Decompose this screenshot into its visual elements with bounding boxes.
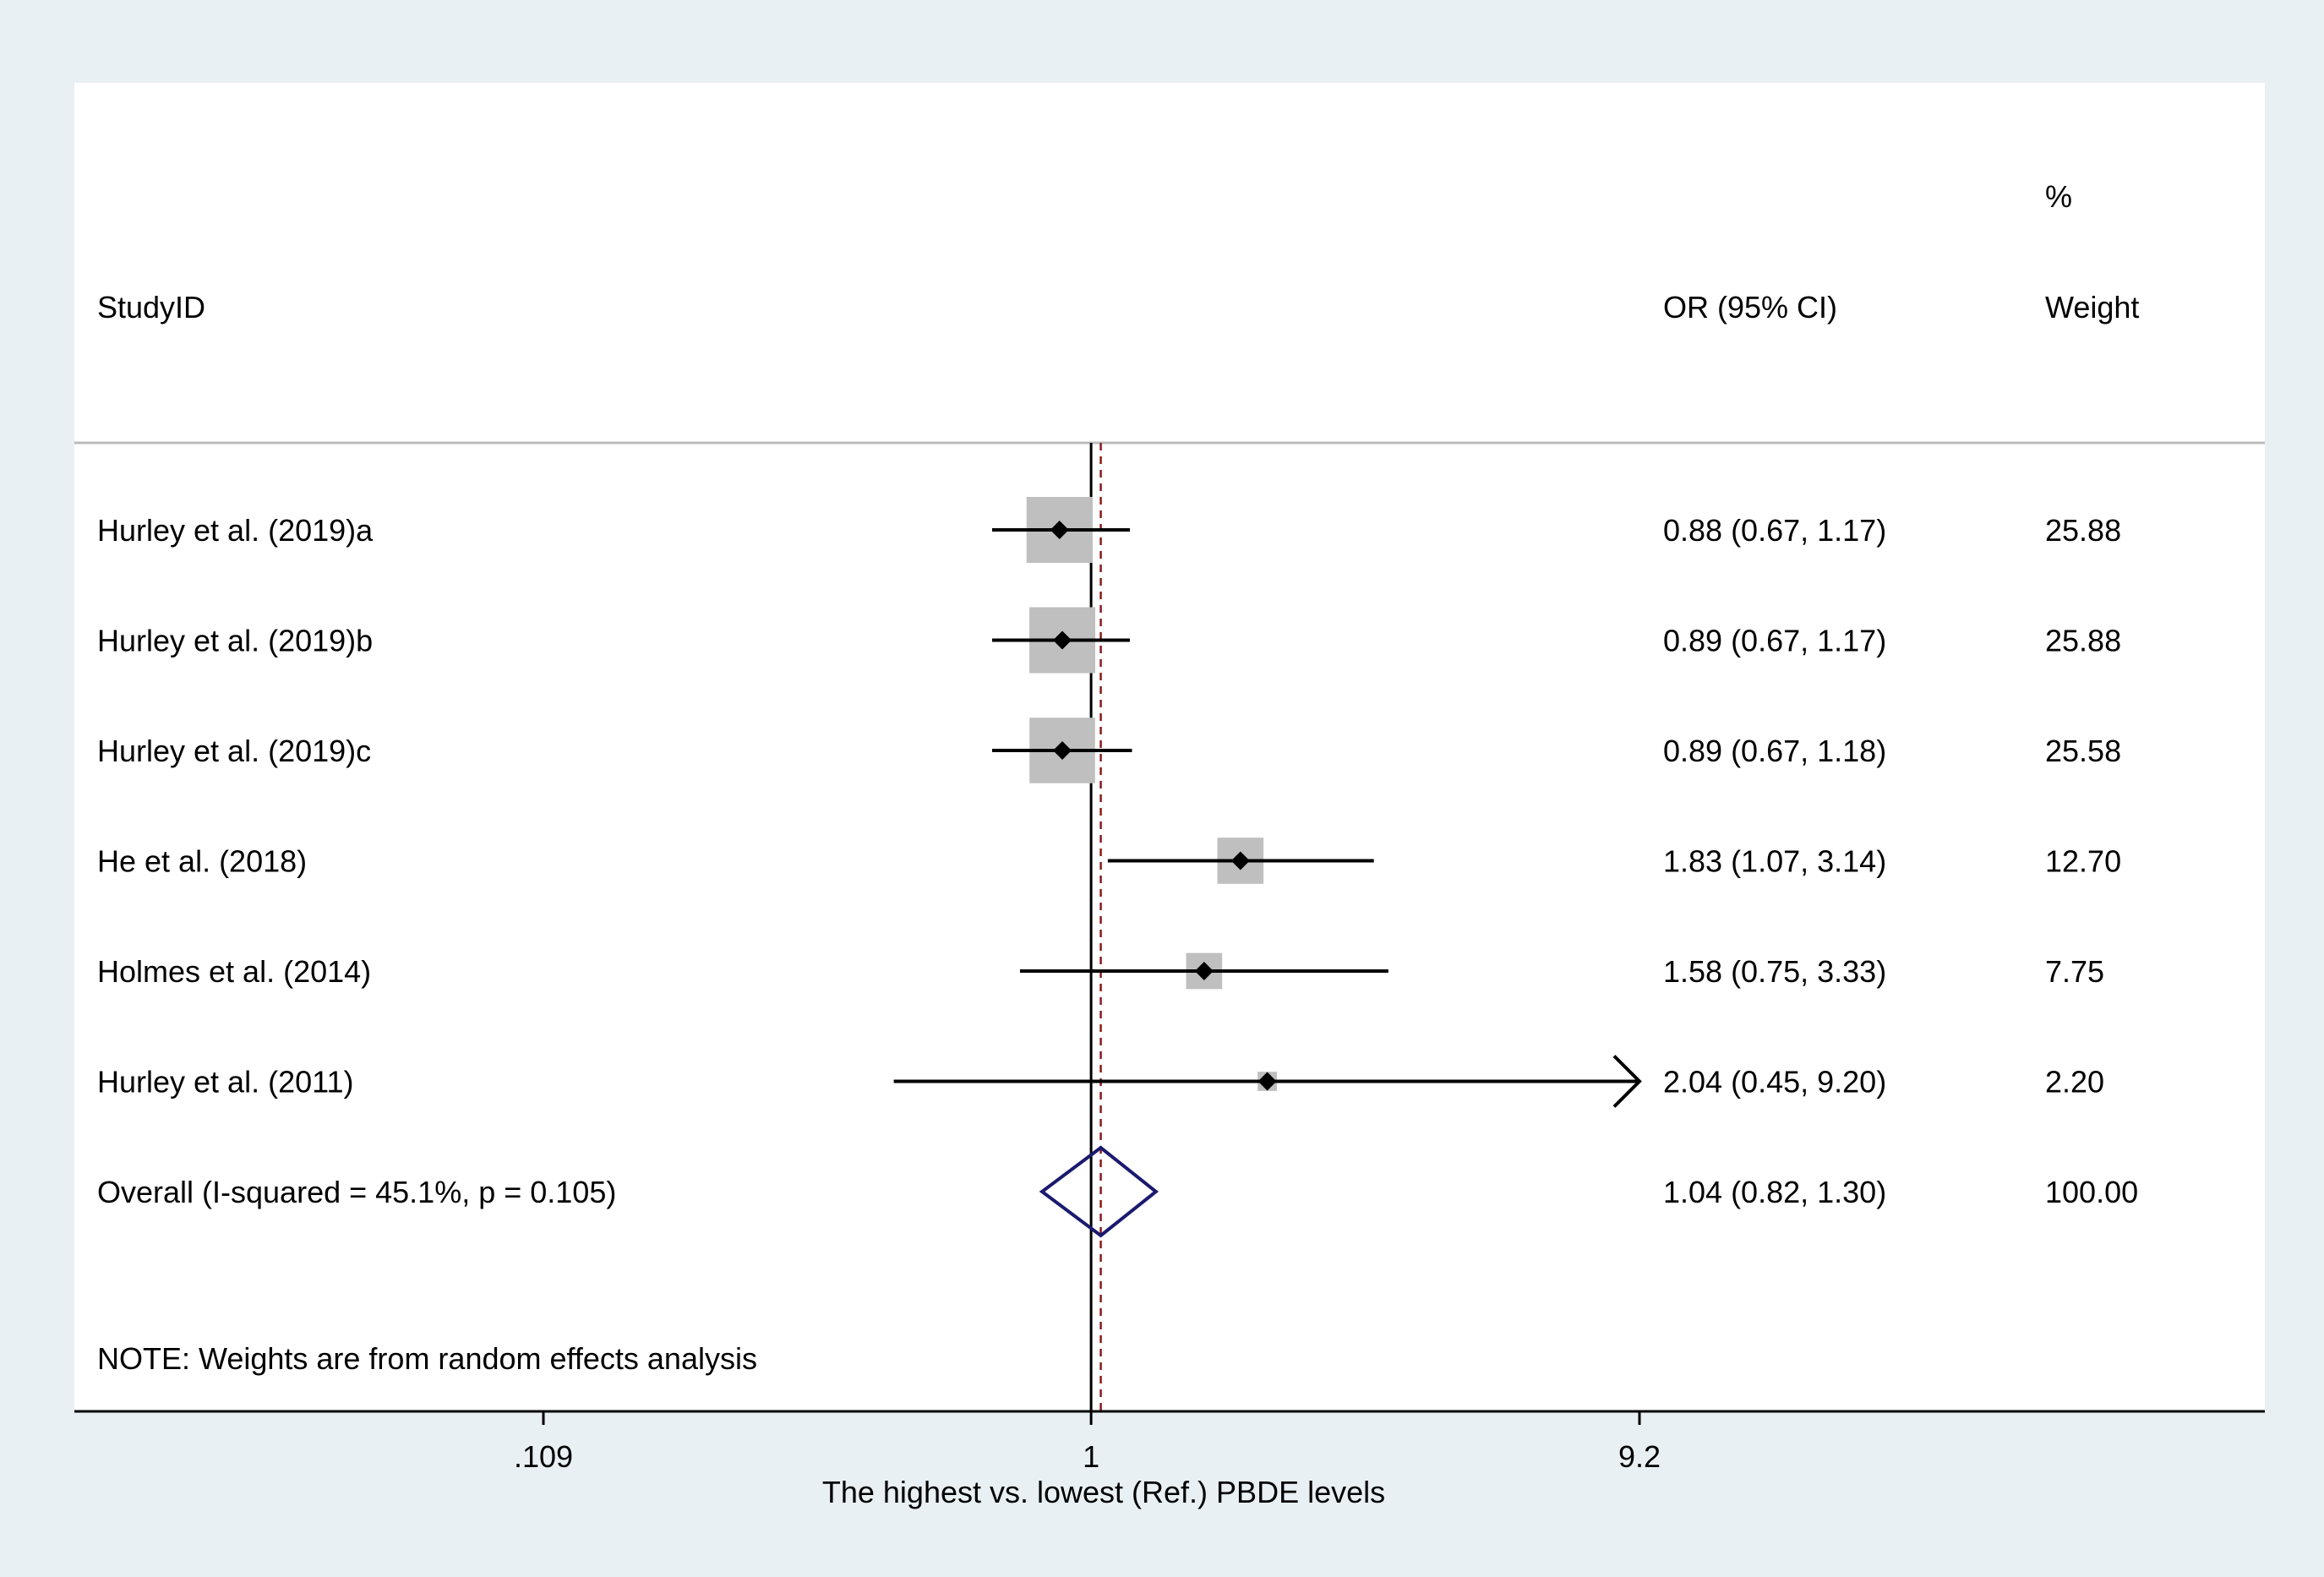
study-ci-text: 1.58 (0.75, 3.33) [1663, 954, 1886, 989]
study-weight-text: 25.58 [2045, 734, 2121, 768]
study-label: Hurley et al. (2019)c [97, 734, 371, 768]
overall-label: Overall (I-squared = 45.1%, p = 0.105) [97, 1175, 616, 1209]
x-tick-label: 9.2 [1618, 1439, 1661, 1474]
study-weight-text: 2.20 [2045, 1065, 2104, 1100]
point-estimate [1194, 962, 1214, 980]
study-rows: Hurley et al. (2019)a 0.88 (0.67, 1.17) 25… [97, 513, 2138, 1209]
point-estimate [1230, 851, 1250, 870]
study-weight-text: 25.88 [2045, 624, 2121, 658]
study-label: Hurley et al. (2019)a [97, 513, 374, 548]
overall-ci-text: 1.04 (0.82, 1.30) [1663, 1175, 1886, 1209]
x-axis-label: The highest vs. lowest (Ref.) PBDE level… [822, 1475, 1385, 1509]
study-label: Hurley et al. (2019)b [97, 624, 373, 658]
overall-weight-text: 100.00 [2045, 1175, 2138, 1209]
study-ci-text: 1.83 (1.07, 3.14) [1663, 844, 1886, 879]
point-estimate [1050, 521, 1069, 539]
study-weight-text: 25.88 [2045, 513, 2121, 548]
study-ci-text: 0.88 (0.67, 1.17) [1663, 513, 1886, 548]
study-ci-text: 2.04 (0.45, 9.20) [1663, 1065, 1886, 1100]
x-axis-ticks: .109 1 9.2 [514, 1411, 1661, 1474]
point-estimate [1257, 1072, 1277, 1091]
plot-area [74, 83, 2265, 1411]
header-weight-percent: % [2045, 179, 2072, 214]
study-label: Hurley et al. (2011) [97, 1065, 353, 1100]
study-ci-text: 0.89 (0.67, 1.18) [1663, 734, 1886, 768]
note-text: NOTE: Weights are from random effects an… [97, 1341, 757, 1376]
x-tick-label: 1 [1083, 1439, 1099, 1474]
study-label: Holmes et al. (2014) [97, 954, 371, 989]
header-weight: Weight [2045, 290, 2139, 325]
study-weight-text: 12.70 [2045, 844, 2121, 879]
plot-marks [893, 443, 1642, 1411]
header-effect: OR (95% CI) [1663, 290, 1837, 325]
point-estimate [1053, 630, 1072, 650]
study-ci-text: 0.89 (0.67, 1.17) [1663, 624, 1886, 658]
x-tick-label: .109 [514, 1439, 573, 1474]
study-label: He et al. (2018) [97, 844, 307, 879]
study-weight-text: 7.75 [2045, 954, 2104, 989]
point-estimate [1053, 741, 1072, 760]
overall-diamond [1039, 1145, 1159, 1238]
header-study: StudyID [97, 290, 205, 325]
ci-clip-arrow [1612, 1055, 1642, 1108]
